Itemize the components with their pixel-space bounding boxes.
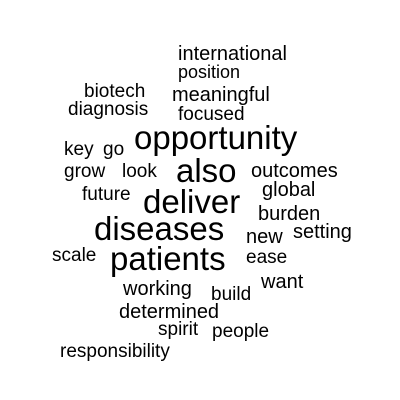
word-spirit: spirit	[158, 319, 199, 340]
word-global: global	[262, 179, 316, 201]
word-new: new	[246, 226, 283, 248]
word-diagnosis: diagnosis	[68, 99, 149, 120]
word-people: people	[212, 321, 270, 342]
word-outcomes: outcomes	[251, 160, 338, 182]
word-patients: patients	[110, 240, 226, 277]
word-opportunity: opportunity	[134, 119, 298, 156]
word-also: also	[176, 152, 237, 189]
word-biotech: biotech	[84, 81, 146, 102]
word-go: go	[103, 139, 125, 160]
word-grow: grow	[64, 161, 106, 182]
word-build: build	[211, 284, 252, 305]
word-scale: scale	[52, 245, 97, 266]
word-determined: determined	[119, 301, 220, 323]
word-key: key	[64, 139, 94, 160]
word-diseases: diseases	[94, 210, 225, 247]
word-look: look	[122, 161, 157, 182]
word-burden: burden	[258, 203, 321, 225]
word-focused: focused	[178, 104, 245, 125]
word-future: future	[82, 184, 131, 205]
word-responsibility: responsibility	[60, 341, 170, 362]
word-want: want	[261, 271, 304, 293]
word-position: position	[178, 62, 241, 82]
word-meaningful: meaningful	[172, 84, 270, 106]
word-ease: ease	[246, 247, 288, 268]
word-working: working	[123, 278, 192, 300]
word-setting: setting	[293, 221, 352, 243]
word-international: international	[178, 43, 287, 65]
word-deliver: deliver	[143, 183, 241, 220]
